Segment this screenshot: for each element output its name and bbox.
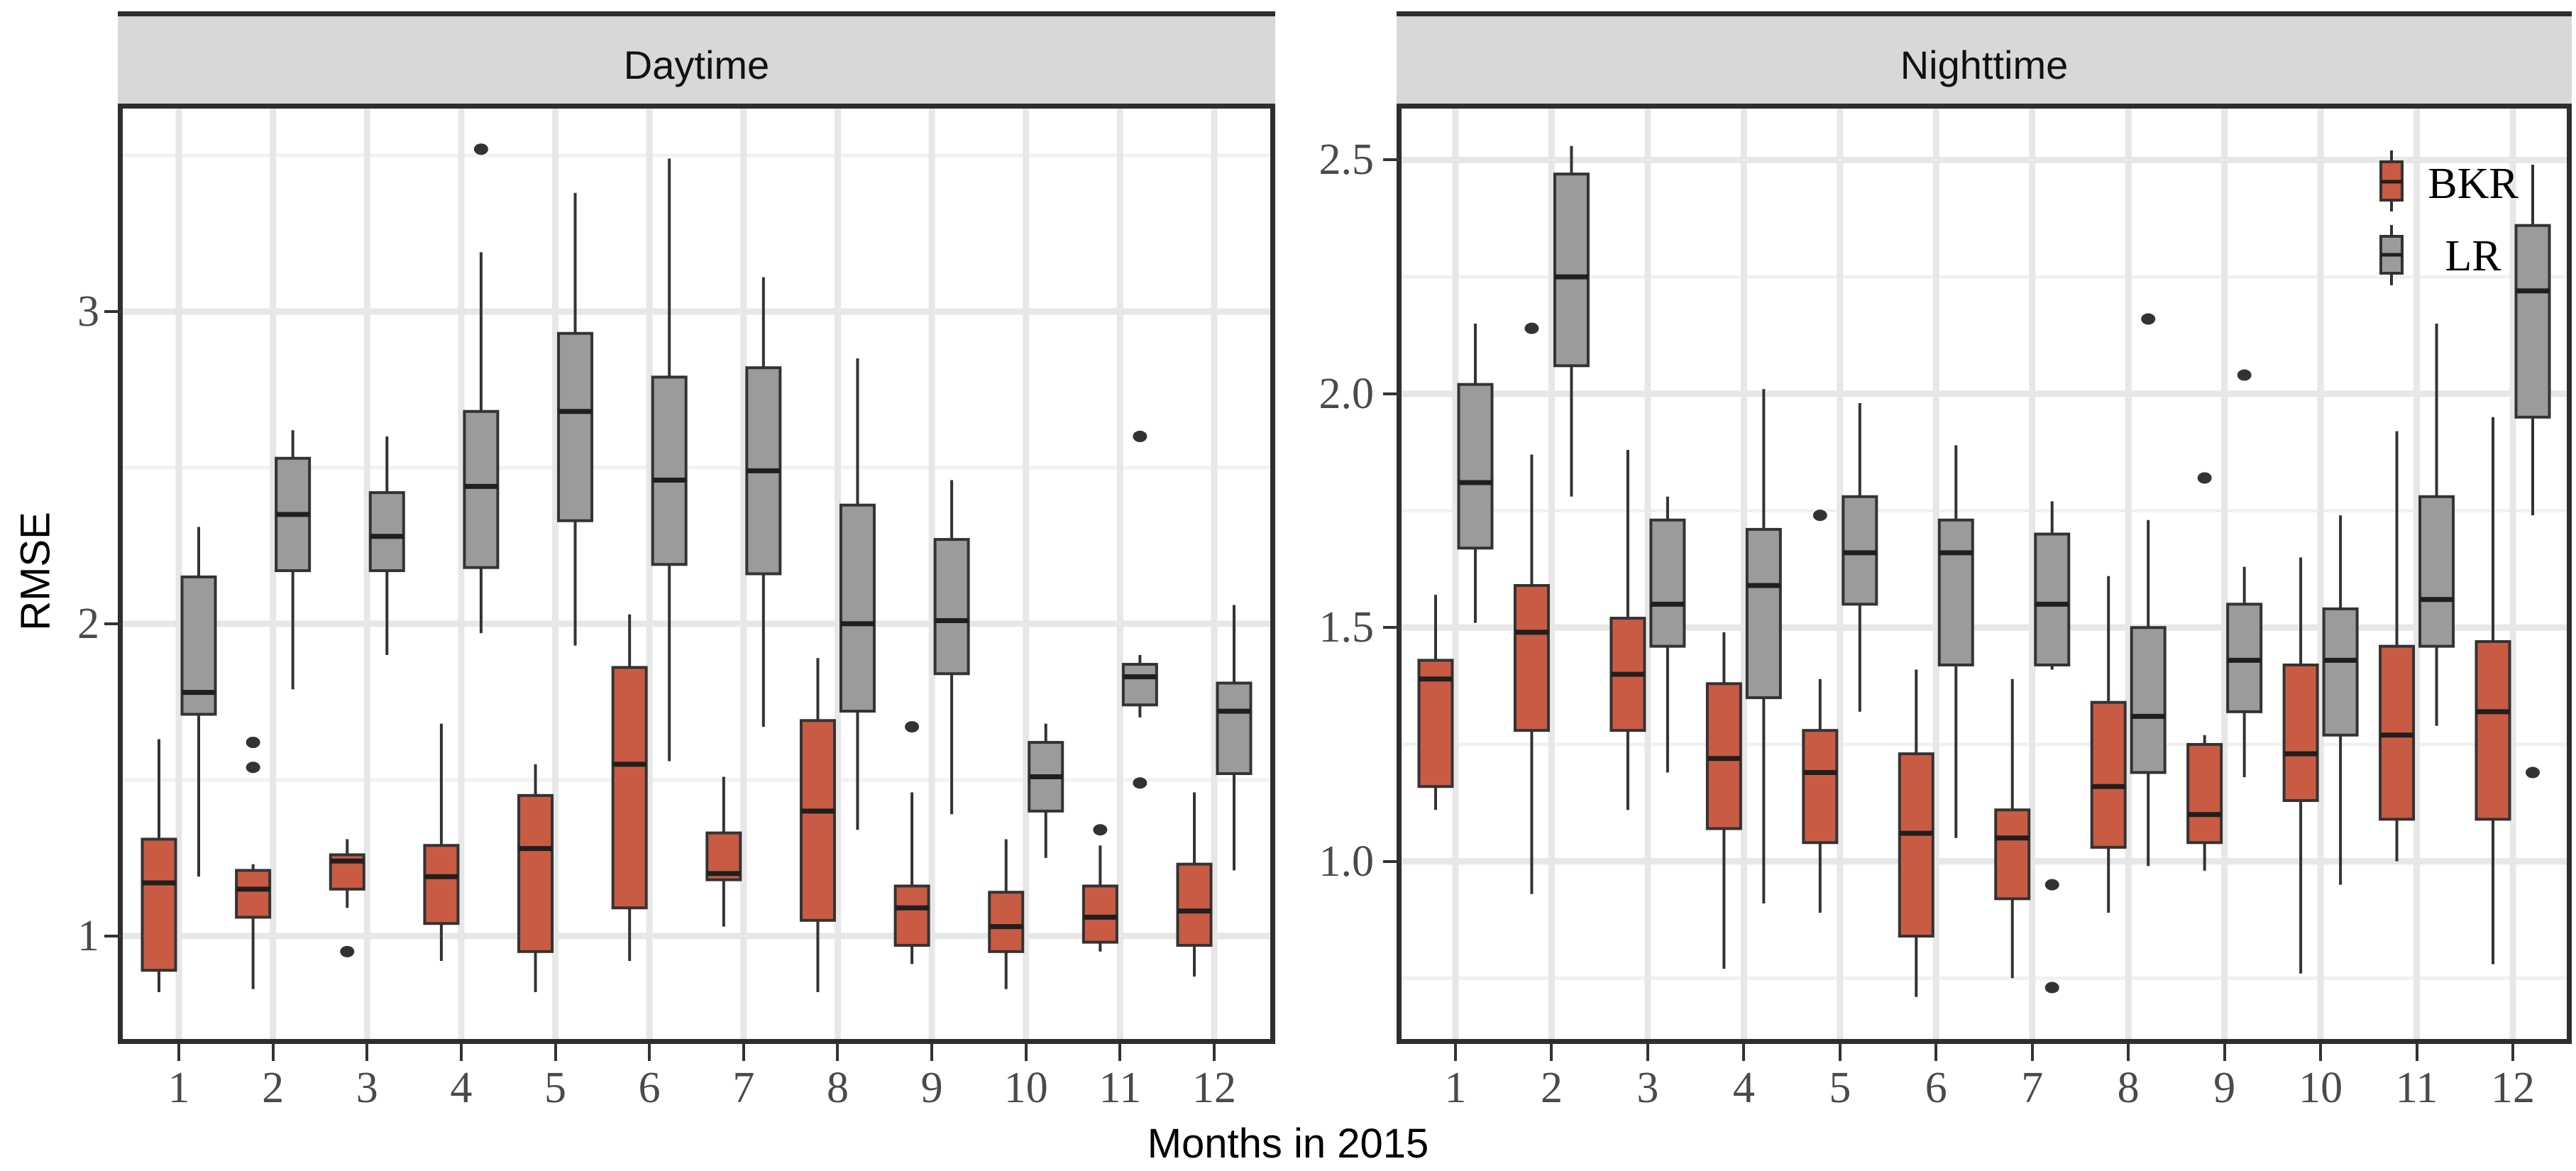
x-tick-mark <box>1838 1044 1842 1061</box>
legend-label-lr: LR <box>2445 232 2501 280</box>
x-tick-mark <box>836 1044 840 1061</box>
x-tick-label: 2 <box>262 1064 285 1112</box>
legend-key-bkr <box>2379 150 2404 211</box>
x-tick-mark <box>2127 1044 2130 1061</box>
panel-daytime <box>118 104 1275 1044</box>
x-tick-mark <box>2511 1044 2514 1061</box>
y-tick-label: 2 <box>77 599 99 648</box>
x-tick-label: 11 <box>1099 1064 1142 1112</box>
x-tick-mark <box>2415 1044 2418 1061</box>
y-tick-mark <box>1383 392 1402 395</box>
y-tick-mark <box>104 934 123 938</box>
x-tick-label: 12 <box>1192 1064 1236 1112</box>
nighttime-boxplot-canvas <box>1402 109 2567 1039</box>
x-tick-mark <box>2319 1044 2323 1061</box>
x-tick-label: 3 <box>356 1064 378 1112</box>
facet-strip-nighttime-label: Nighttime <box>1900 43 2069 87</box>
x-tick-mark <box>1742 1044 1746 1061</box>
y-tick-mark <box>104 622 123 625</box>
y-tick-label: 1.0 <box>1319 837 1375 886</box>
y-tick-mark <box>1383 158 1402 162</box>
x-tick-label: 1 <box>1444 1064 1467 1112</box>
x-tick-mark <box>177 1044 180 1061</box>
x-tick-mark <box>365 1044 369 1061</box>
x-tick-label: 6 <box>638 1064 661 1112</box>
facet-strip-nighttime: Nighttime <box>1397 11 2572 104</box>
x-tick-mark <box>2030 1044 2034 1061</box>
x-tick-mark <box>1646 1044 1649 1061</box>
x-tick-label: 10 <box>1003 1064 1048 1112</box>
y-tick-label: 2.0 <box>1319 369 1375 418</box>
x-tick-label: 8 <box>826 1064 849 1112</box>
y-tick-mark <box>104 309 123 313</box>
x-tick-label: 4 <box>1732 1064 1755 1112</box>
x-tick-mark <box>1118 1044 1122 1061</box>
x-axis-title: Months in 2015 <box>1147 1121 1429 1167</box>
x-tick-label: 8 <box>2117 1064 2140 1112</box>
facet-strip-daytime-label: Daytime <box>623 43 770 87</box>
facet-strip-daytime: Daytime <box>118 11 1275 104</box>
panel-nighttime <box>1397 104 2572 1044</box>
x-tick-label: 5 <box>1829 1064 1851 1112</box>
x-tick-mark <box>1213 1044 1216 1061</box>
daytime-boxplot-canvas <box>123 109 1270 1039</box>
y-tick-label: 1.5 <box>1319 603 1375 652</box>
x-tick-label: 11 <box>2395 1064 2438 1112</box>
x-tick-mark <box>648 1044 651 1061</box>
x-tick-label: 3 <box>1636 1064 1659 1112</box>
x-tick-label: 9 <box>920 1064 943 1112</box>
x-tick-label: 9 <box>2213 1064 2236 1112</box>
x-tick-label: 7 <box>2021 1064 2044 1112</box>
x-tick-mark <box>742 1044 745 1061</box>
x-tick-label: 4 <box>450 1064 473 1112</box>
x-tick-label: 7 <box>732 1064 755 1112</box>
x-tick-mark <box>1550 1044 1553 1061</box>
x-tick-mark <box>1024 1044 1028 1061</box>
x-tick-mark <box>459 1044 463 1061</box>
x-tick-mark <box>1454 1044 1457 1061</box>
x-tick-mark <box>1934 1044 1938 1061</box>
y-axis-title: RMSE <box>12 512 59 631</box>
x-tick-label: 1 <box>167 1064 190 1112</box>
x-tick-label: 10 <box>2299 1064 2343 1112</box>
y-tick-mark <box>1383 626 1402 630</box>
x-tick-mark <box>2223 1044 2226 1061</box>
legend-key-lr <box>2379 225 2404 285</box>
y-tick-mark <box>1383 859 1402 863</box>
x-tick-mark <box>554 1044 557 1061</box>
x-tick-mark <box>930 1044 934 1061</box>
x-tick-label: 2 <box>1540 1064 1563 1112</box>
legend-label-bkr: BKR <box>2428 160 2519 208</box>
x-tick-label: 5 <box>544 1064 567 1112</box>
y-tick-label: 1 <box>77 911 99 960</box>
x-tick-label: 12 <box>2491 1064 2535 1112</box>
y-tick-label: 3 <box>77 287 99 336</box>
x-tick-label: 6 <box>1925 1064 1947 1112</box>
x-tick-mark <box>271 1044 275 1061</box>
y-tick-label: 2.5 <box>1319 136 1375 185</box>
